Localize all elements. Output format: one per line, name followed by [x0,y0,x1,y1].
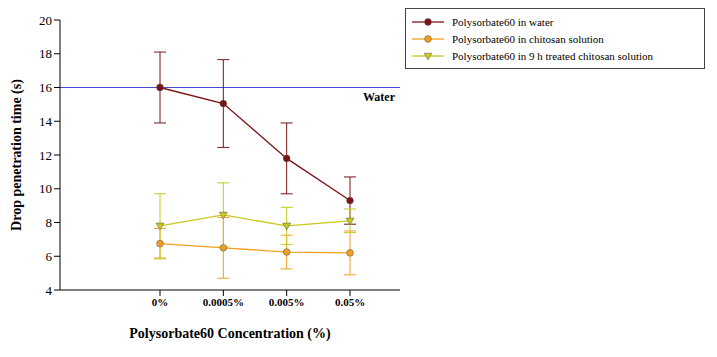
svg-text:0%: 0% [152,296,169,308]
svg-text:0.005%: 0.005% [269,296,305,308]
svg-text:10: 10 [39,181,52,196]
svg-text:16: 16 [39,80,53,95]
svg-text:Water: Water [363,90,396,104]
svg-text:12: 12 [39,148,52,163]
html-text:Polysorbate60 in 9 h treated c: Polysorbate60 in 9 h treated chitosan so… [452,49,653,62]
svg-text:4: 4 [46,283,53,298]
svg-text:8: 8 [46,215,53,230]
svg-text:20: 20 [39,13,52,28]
html-text:Polysorbate60 in chitosan solu: Polysorbate60 in chitosan solution [452,32,604,45]
svg-text:6: 6 [46,249,53,264]
svg-text:Polysorbate60 Concentration (%: Polysorbate60 Concentration (%) [129,326,331,342]
svg-text:0.0005%: 0.0005% [203,296,244,308]
svg-text:18: 18 [39,46,52,61]
svg-text:Drop penetration time (s): Drop penetration time (s) [9,79,25,231]
svg-text:14: 14 [39,114,53,129]
html-text:Polysorbate60 in water: Polysorbate60 in water [452,15,554,28]
svg-text:0.05%: 0.05% [335,296,365,308]
